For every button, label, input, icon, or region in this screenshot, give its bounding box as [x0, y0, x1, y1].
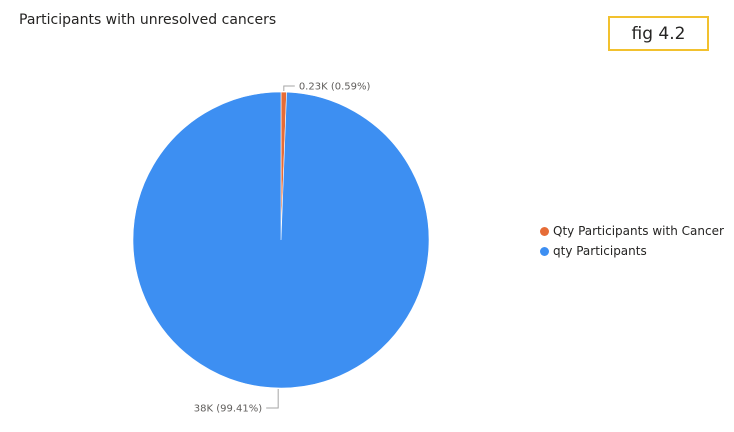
data-label-0: 0.23K (0.59%) [299, 82, 371, 93]
legend-label-cancer: Qty Participants with Cancer [553, 224, 724, 238]
data-label-1: 38K (99.41%) [194, 403, 262, 414]
legend: Qty Participants with Cancer qty Partici… [540, 221, 724, 261]
legend-item-participants[interactable]: qty Participants [540, 241, 724, 261]
pie-slices [132, 91, 430, 389]
pie-slice-1[interactable] [132, 91, 430, 389]
leader-line-0 [283, 85, 295, 92]
figure-badge: fig 4.2 [608, 16, 709, 51]
leader-line-1 [266, 388, 279, 409]
legend-marker-participants [540, 246, 549, 256]
legend-label-participants: qty Participants [553, 244, 647, 258]
legend-marker-cancer [540, 226, 549, 236]
chart-title: Participants with unresolved cancers [19, 12, 277, 28]
leader-lines [266, 85, 295, 409]
legend-item-cancer[interactable]: Qty Participants with Cancer [540, 221, 724, 241]
data-labels: 0.23K (0.59%) 38K (99.41%) [194, 82, 371, 415]
